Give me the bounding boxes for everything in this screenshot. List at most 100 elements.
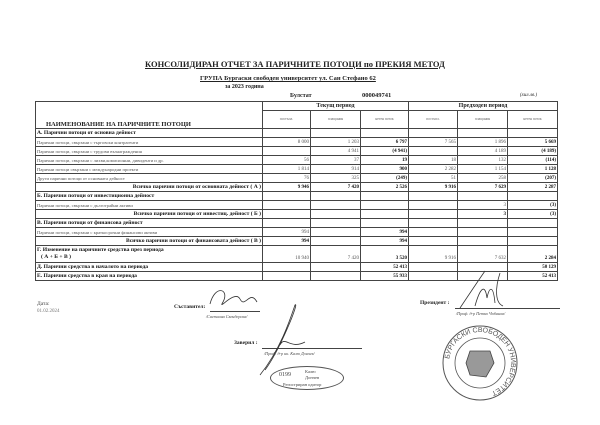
cell-value: 52 413	[507, 271, 558, 281]
stamp-first-name: Калю	[305, 369, 316, 374]
cell-value: 3	[457, 200, 508, 210]
subcolumn-header: постъпл.	[408, 110, 458, 129]
cell-value: (3)	[507, 209, 558, 219]
verifier-signature	[259, 304, 306, 376]
table-row: Парични потоци, свързани с лихви,комисио…	[35, 155, 558, 165]
cell-value: 994	[262, 227, 311, 237]
subcolumn-header: плащания	[310, 110, 361, 129]
cell-value	[310, 218, 361, 228]
cell-value	[507, 236, 558, 246]
cell-value	[310, 191, 361, 201]
document-title: КОНСОЛИДИРАН ОТЧЕТ ЗА ПАРИЧНИТЕ ПОТОЦИ п…	[145, 59, 445, 69]
cell-value	[408, 236, 458, 246]
cell-value: 900	[360, 164, 409, 174]
cell-value: 10 940	[262, 245, 311, 263]
table-row: Парични потоци, свързани с търговски кон…	[35, 137, 558, 147]
cell-value: 7 420	[310, 245, 361, 263]
cell-value	[360, 218, 409, 228]
cell-value	[360, 209, 409, 219]
name-column-header: НАИМЕНОВАНИЕ НА ПАРИЧНИТЕ ПОТОЦИ	[35, 101, 263, 129]
table-row: Е. Парични средства в края на периода 55 …	[35, 271, 558, 281]
cell-value: 5 669	[507, 137, 558, 147]
subcolumn-header: плащания	[457, 110, 508, 129]
cell-value: 1 896	[457, 137, 508, 147]
table-row: Парични потоци, свързани с дълготрайни а…	[35, 200, 558, 210]
cell-value: 37	[310, 155, 361, 165]
cell-value: 1 203	[310, 137, 361, 147]
cell-value: 2 287	[507, 182, 558, 192]
row-label: Парични потоци, свързани с краткосрочни …	[35, 227, 263, 237]
bulstat-label: Булстат	[290, 93, 312, 99]
row-label: Парични потоци, свързани с лихви,комисио…	[35, 155, 263, 165]
row-label: Г. Изменение на паричните средства през …	[35, 245, 263, 263]
cell-value: 8 000	[262, 137, 311, 147]
table-row: В. Парични потоци от финансова дейност	[35, 218, 558, 228]
cell-value: (3)	[507, 200, 558, 210]
compiler-name: /Светлана Скендерска/	[206, 314, 248, 319]
cell-value	[408, 200, 458, 210]
unit-label: (хил.лв.)	[520, 93, 538, 98]
cell-value: 56	[262, 155, 311, 165]
cell-value	[262, 262, 311, 272]
stamp-title: Регистриран одитор	[283, 382, 322, 387]
cell-value: (249)	[360, 173, 409, 183]
cell-value	[262, 146, 311, 156]
compiler-signature	[209, 290, 258, 305]
cell-value	[310, 128, 361, 138]
cell-value	[507, 227, 558, 237]
cell-value	[310, 209, 361, 219]
cell-value	[360, 200, 409, 210]
cell-value: 4 189	[457, 146, 508, 156]
cell-value	[310, 236, 361, 246]
date-value: 01.02.2024	[37, 309, 60, 314]
group-name: ГРУПА Бургаски свободен университет ул. …	[200, 75, 376, 82]
cell-value: 9 916	[408, 182, 458, 192]
president-name: /Проф. д-р Петко Чобанов/	[456, 311, 506, 316]
cell-value	[408, 128, 458, 138]
cell-value	[360, 191, 409, 201]
table-row: Други парични потоци от основната дейнос…	[35, 173, 558, 183]
row-label: Парични потоци, свързани с дълготрайни а…	[35, 200, 263, 210]
bulstat-value: 000049741	[362, 92, 392, 99]
cash-flow-table: НАИМЕНОВАНИЕ НА ПАРИЧНИТЕ ПОТОЦИ Текущ п…	[35, 101, 558, 281]
cell-value	[262, 128, 311, 138]
row-label: Б. Парични потоци от инвестиционна дейно…	[35, 191, 263, 201]
cell-value: 914	[310, 164, 361, 174]
cell-value	[262, 200, 311, 210]
cell-value: 76	[262, 173, 311, 183]
cell-value	[310, 271, 361, 281]
date-label: Дата:	[37, 301, 50, 307]
cell-value: (207)	[507, 173, 558, 183]
cell-value: 51	[408, 173, 458, 183]
subcolumn-header: нетен поток	[360, 110, 409, 129]
table-row: Всичко парични потоци от основната дейно…	[35, 182, 558, 192]
row-label: Е. Парични средства в края на периода	[35, 271, 263, 281]
cell-value: 7 420	[310, 182, 361, 192]
cell-value: 50 129	[507, 262, 558, 272]
cell-value: 994	[360, 227, 409, 237]
subcolumn-header: нетен поток	[507, 110, 558, 129]
cell-value: 7 632	[457, 245, 508, 263]
row-label: Други парични потоци от основната дейнос…	[35, 173, 263, 183]
cell-value	[408, 191, 458, 201]
cell-value: 2 282	[408, 164, 458, 174]
row-label-formula: ( А + Б + В )	[41, 254, 71, 260]
cell-value	[262, 218, 311, 228]
cell-value: 325	[310, 173, 361, 183]
cell-value: 19	[360, 155, 409, 165]
university-seal: БУРГАСКИ СВОБОДЕН УНИВЕРСИТЕТ	[442, 325, 518, 401]
row-label-line: Г. Изменение на паричните средства през …	[37, 247, 164, 253]
cell-value	[457, 191, 508, 201]
cell-value	[262, 271, 311, 281]
cell-value	[408, 146, 458, 156]
cell-value: 4 941	[310, 146, 361, 156]
president-signature	[459, 270, 504, 309]
cell-value: 994	[360, 236, 409, 246]
table-row: Парични потоци, свързани с краткосрочни …	[35, 227, 558, 237]
cell-value: 18	[408, 155, 458, 165]
auditor-stamp: 0199 Калю Дончев Регистриран одитор	[270, 366, 344, 390]
verified-label: Заверил :	[234, 340, 258, 346]
cell-value	[457, 218, 508, 228]
cell-value: 55 933	[360, 271, 409, 281]
row-label: Парични потоци свързани с международни п…	[35, 164, 263, 174]
